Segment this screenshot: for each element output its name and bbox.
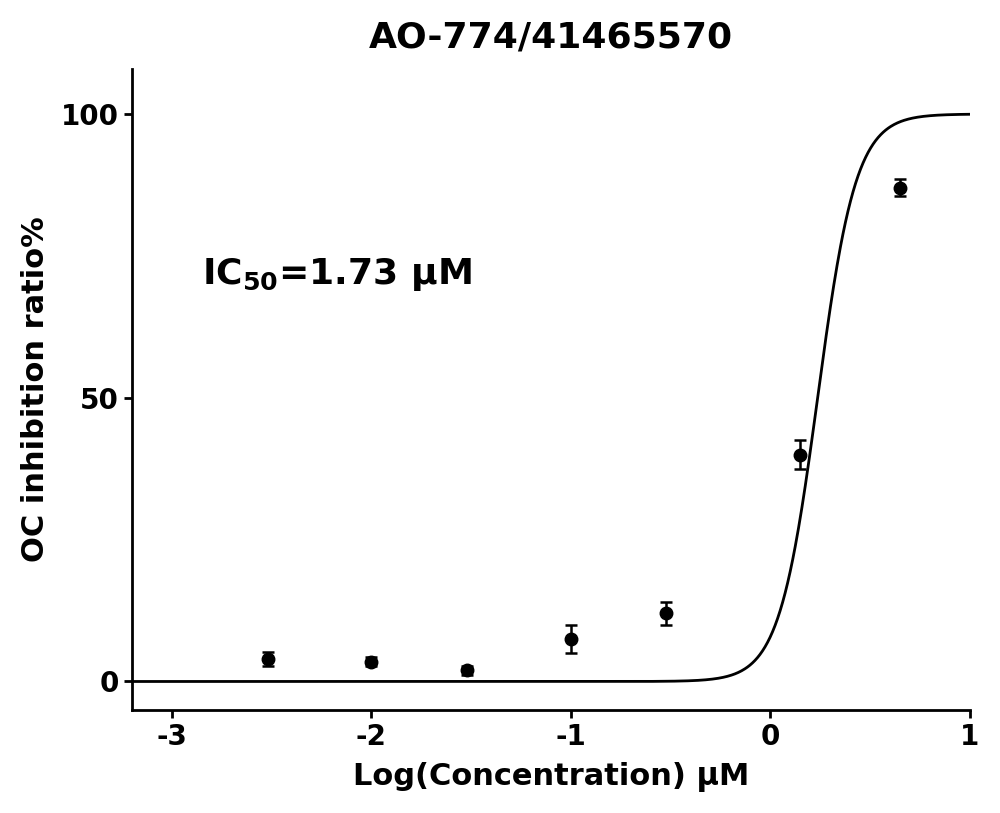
Title: AO-774/41465570: AO-774/41465570 bbox=[369, 21, 733, 54]
X-axis label: Log(Concentration) μM: Log(Concentration) μM bbox=[353, 762, 749, 792]
Text: $\mathbf{IC_{50}}$=1.73 μM: $\mathbf{IC_{50}}$=1.73 μM bbox=[202, 256, 472, 293]
Y-axis label: OC inhibition ratio%: OC inhibition ratio% bbox=[21, 216, 50, 562]
